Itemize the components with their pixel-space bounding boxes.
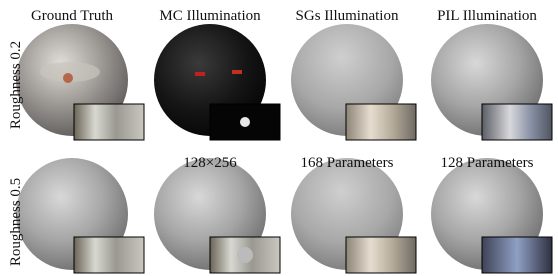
reflection	[195, 72, 205, 76]
illustrations	[16, 24, 552, 273]
annotation: 128 Parameters	[441, 155, 534, 171]
reflection	[232, 70, 242, 74]
column-header: Ground Truth	[31, 8, 114, 24]
light-spot	[237, 247, 253, 263]
annotation: 128×256	[183, 155, 237, 171]
figure: Ground Truth MC Illumination SGs Illumin…	[0, 0, 558, 276]
row-label: Roughness 0.2	[8, 41, 24, 129]
column-header: MC Illumination	[159, 8, 261, 24]
annotation: 168 Parameters	[301, 155, 394, 171]
row-label: Roughness 0.5	[8, 178, 24, 266]
column-header: PIL Illumination	[437, 8, 537, 24]
env-map	[74, 104, 144, 140]
reflection	[63, 73, 73, 83]
env-map	[346, 104, 416, 140]
env-map	[74, 237, 144, 273]
env-map	[482, 104, 552, 140]
light-spot	[240, 117, 250, 127]
env-map	[346, 237, 416, 273]
column-header: SGs Illumination	[296, 8, 399, 24]
env-map	[482, 237, 552, 273]
